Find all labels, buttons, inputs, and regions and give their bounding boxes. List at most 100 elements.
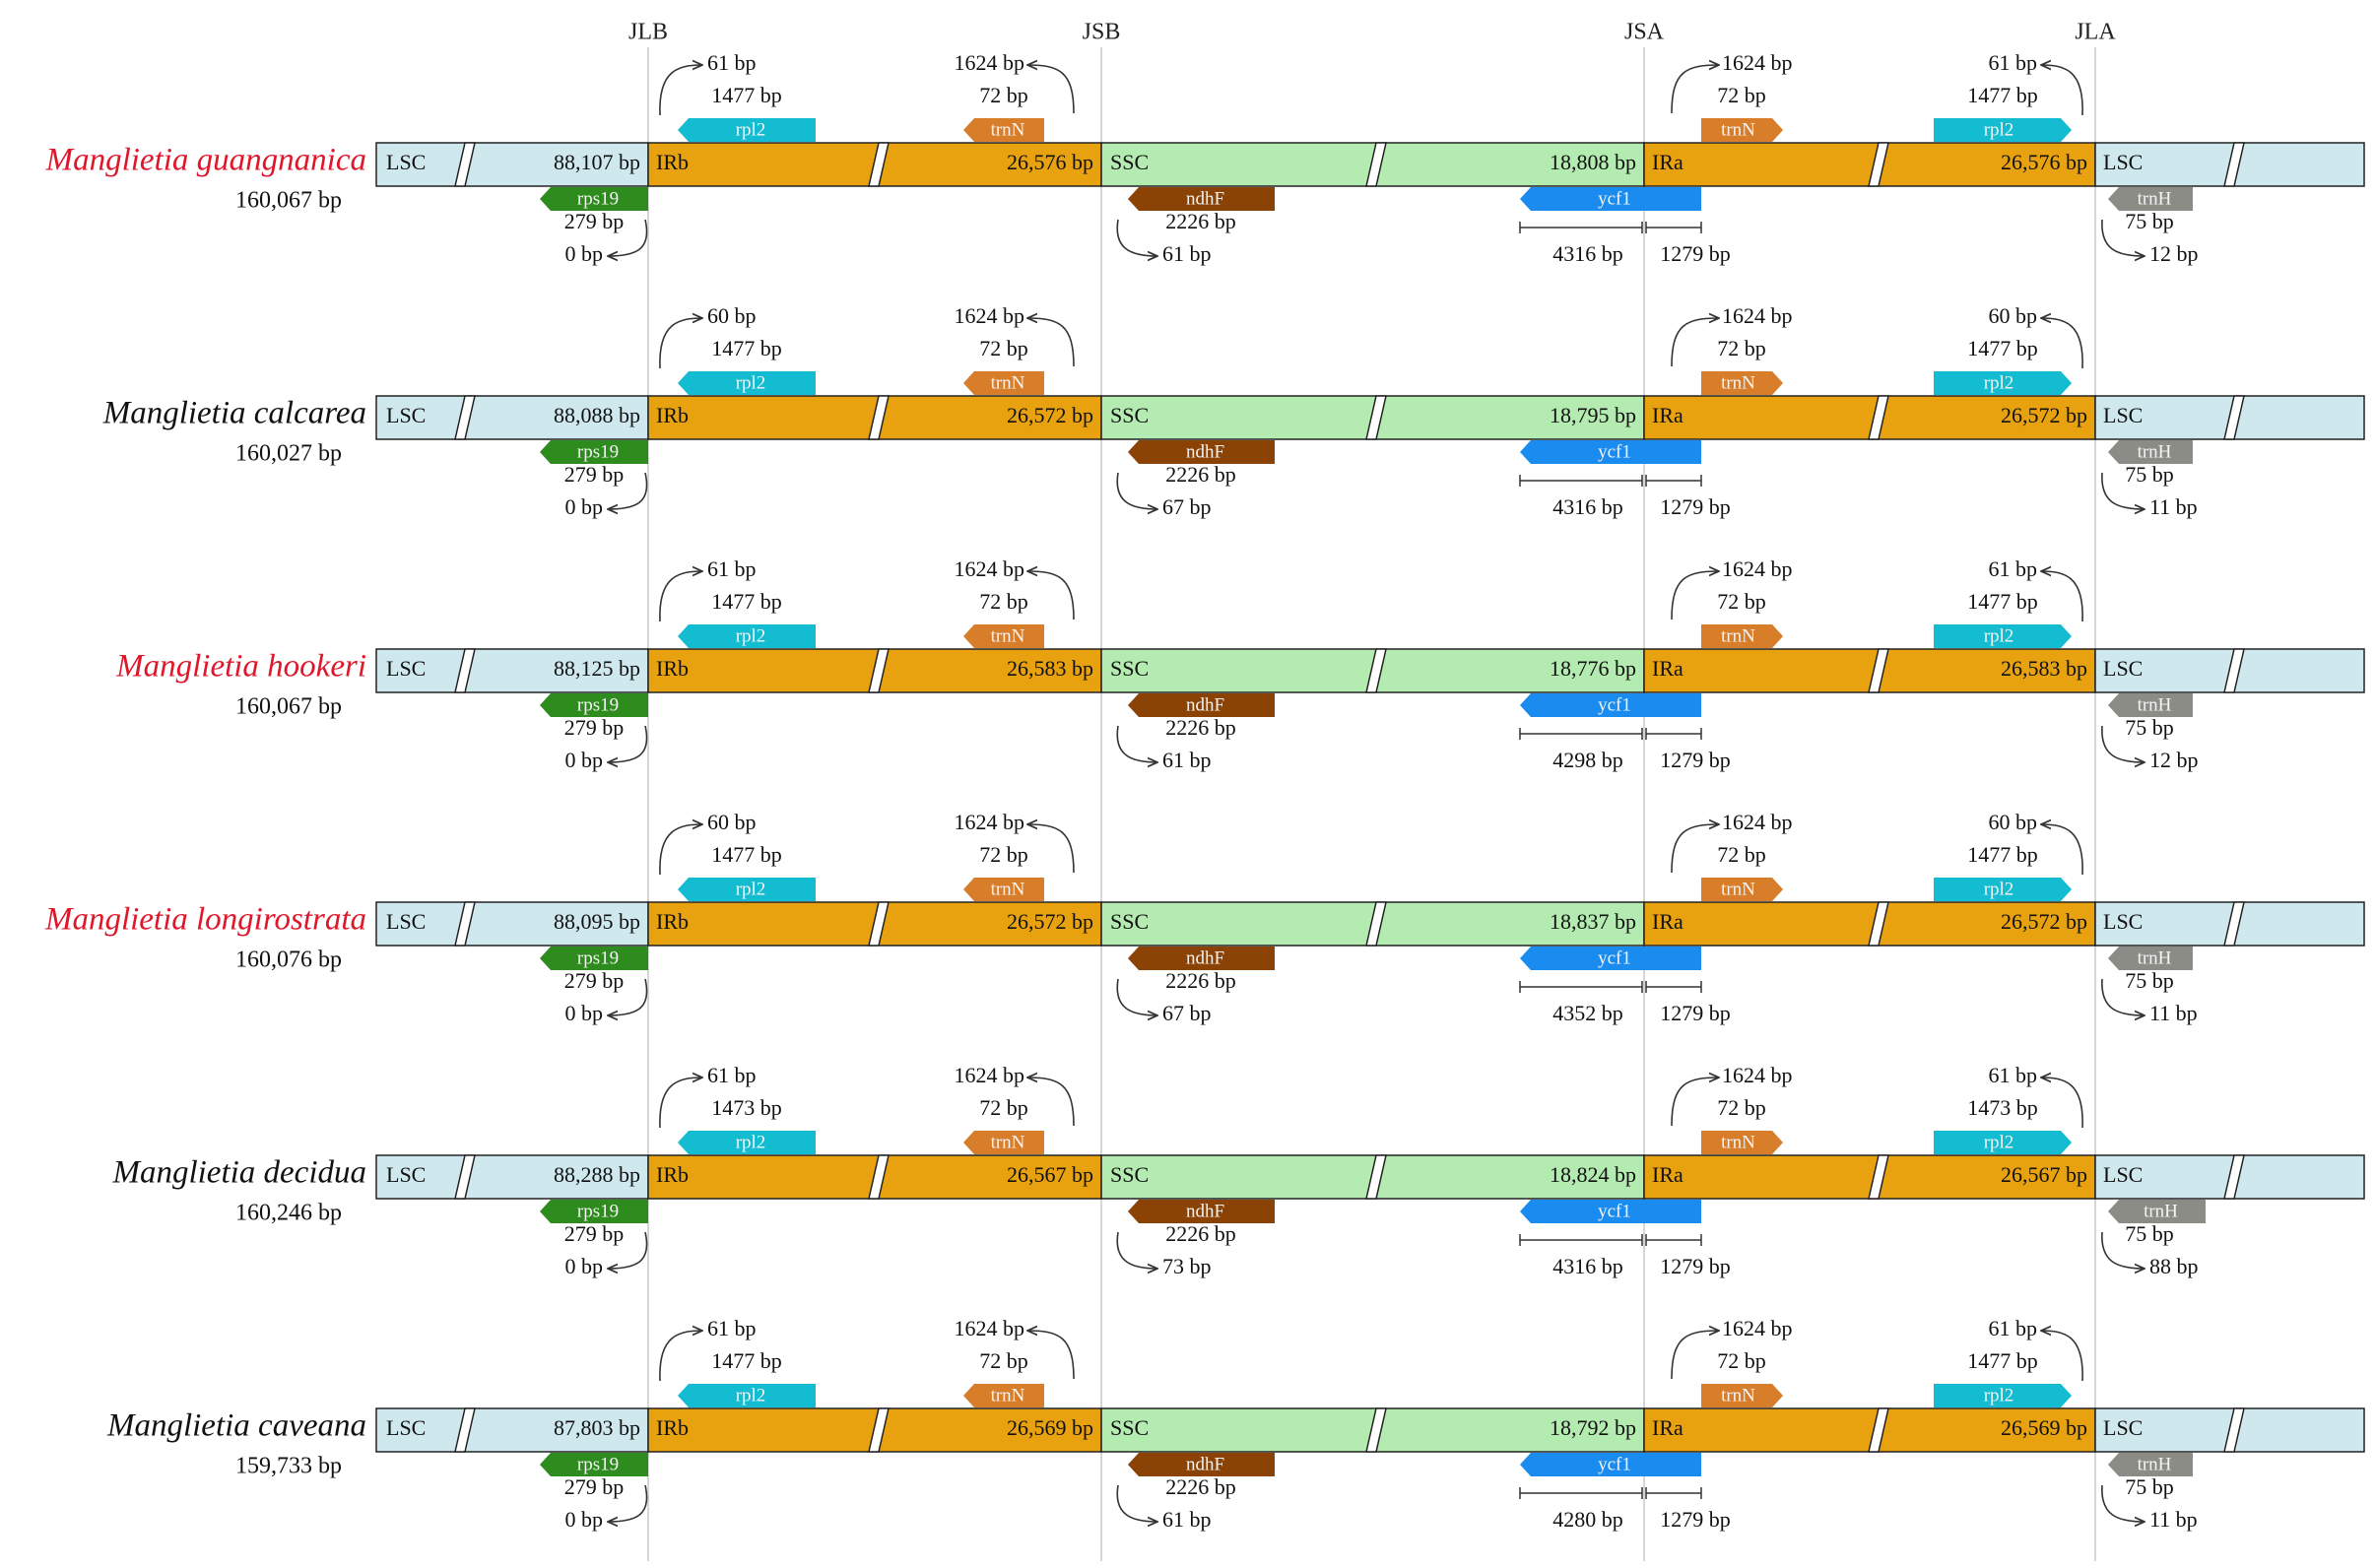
rpl2-ira-gap: 61 bp bbox=[1989, 50, 2038, 75]
rpl2-jla-arrow bbox=[2041, 65, 2083, 116]
trnH-gene-label: trnH bbox=[2138, 441, 2172, 462]
trnN-jsb-arrow bbox=[1027, 571, 1075, 621]
break-mark bbox=[868, 901, 890, 947]
rpl2-gene-ira-label: rpl2 bbox=[1984, 1132, 2014, 1152]
ndhF-gene-label: ndhF bbox=[1186, 1201, 1224, 1221]
trnN-irb-length: 72 bp bbox=[979, 1095, 1028, 1120]
lsc-end-label: LSC bbox=[2103, 150, 2143, 174]
ira-length: 26,567 bp bbox=[2001, 1162, 2087, 1187]
genome-size: 160,076 bp bbox=[235, 947, 342, 973]
trnH-gene bbox=[2108, 947, 2193, 970]
trnN-jsb-distance: 1624 bp bbox=[955, 303, 1025, 328]
junction-label-jla: JLA bbox=[2075, 20, 2116, 45]
ira-label: IRa bbox=[1652, 1162, 1683, 1187]
rpl2-gene-ira bbox=[1934, 371, 2072, 395]
ssc-label: SSC bbox=[1110, 656, 1149, 681]
trnN-jsa-distance: 1624 bp bbox=[1722, 556, 1793, 581]
ssc-length: 18,837 bp bbox=[1550, 909, 1636, 934]
species-name: Manglietia hookeri bbox=[115, 649, 366, 685]
trnH-length: 75 bp bbox=[2125, 1474, 2174, 1499]
rpl2-irb-gap-arrow bbox=[659, 824, 702, 876]
genome-size: 160,246 bp bbox=[235, 1201, 342, 1226]
lsc-label: LSC bbox=[386, 1415, 426, 1440]
ndhF-gap-arrow bbox=[1116, 725, 1157, 762]
trnH-gap-arrow bbox=[2101, 472, 2145, 509]
irb-label: IRb bbox=[656, 909, 689, 934]
trnH-gap: 11 bp bbox=[2149, 1507, 2198, 1532]
ira-length: 26,583 bp bbox=[2001, 656, 2087, 681]
irb-label: IRb bbox=[656, 1162, 689, 1187]
rpl2-ira-gap: 61 bp bbox=[1989, 556, 2038, 581]
rps19-gap-arrow bbox=[608, 1484, 648, 1522]
rpl2-gene-ira bbox=[1934, 1131, 2072, 1154]
ira-label: IRa bbox=[1652, 403, 1683, 427]
trnN-gene-irb bbox=[963, 624, 1044, 648]
rpl2-irb-length: 1477 bp bbox=[711, 1348, 782, 1373]
ycf1-ssc-length: 4316 bp bbox=[1552, 494, 1623, 519]
species-name: Manglietia calcarea bbox=[102, 396, 366, 431]
break-mark bbox=[2223, 648, 2245, 693]
trnN-gene-ira bbox=[1701, 371, 1783, 395]
ira-length: 26,576 bp bbox=[2001, 150, 2087, 174]
lsc-length: 88,288 bp bbox=[554, 1162, 640, 1187]
trnH-length: 75 bp bbox=[2125, 462, 2174, 487]
trnN-jsa-arrow bbox=[1671, 318, 1719, 367]
trnN-gene-irb bbox=[963, 878, 1044, 901]
rpl2-ira-length: 1477 bp bbox=[1967, 336, 2038, 360]
genome-size: 160,067 bp bbox=[235, 694, 342, 720]
trnN-irb-length: 72 bp bbox=[979, 336, 1028, 360]
trnN-ira-length: 72 bp bbox=[1717, 589, 1766, 614]
trnH-gene bbox=[2108, 1453, 2193, 1476]
break-mark bbox=[2223, 395, 2245, 440]
trnN-gene-irb bbox=[963, 1384, 1044, 1407]
rpl2-gene-ira-label: rpl2 bbox=[1984, 372, 2014, 393]
trnN-jsb-distance: 1624 bp bbox=[955, 556, 1025, 581]
rps19-gap: 0 bp bbox=[565, 241, 604, 266]
species-row: Manglietia caveana 159,733 bp LSC 87,803 bp… bbox=[106, 1316, 2365, 1532]
break-mark bbox=[1868, 395, 1889, 440]
break-mark bbox=[454, 901, 476, 947]
rpl2-gene-irb-label: rpl2 bbox=[736, 1385, 766, 1405]
trnN-jsb-arrow bbox=[1027, 1078, 1075, 1127]
genome-size: 160,067 bp bbox=[235, 188, 342, 214]
trnN-gene-irb bbox=[963, 371, 1044, 395]
ndhF-gene-label: ndhF bbox=[1186, 441, 1224, 462]
trnH-gene-label: trnH bbox=[2138, 694, 2172, 715]
trnN-gene-ira-label: trnN bbox=[1721, 879, 1755, 899]
trnN-irb-length: 72 bp bbox=[979, 83, 1028, 107]
break-mark bbox=[454, 1407, 476, 1453]
ndhF-gap-arrow bbox=[1116, 978, 1157, 1015]
rpl2-gene-ira bbox=[1934, 878, 2072, 901]
rps19-gene bbox=[540, 187, 648, 211]
trnN-ira-length: 72 bp bbox=[1717, 83, 1766, 107]
rps19-gap-arrow bbox=[608, 219, 648, 256]
trnN-jsa-arrow bbox=[1671, 571, 1719, 621]
rpl2-gene-irb bbox=[678, 1131, 816, 1154]
trnH-gap: 12 bp bbox=[2149, 241, 2199, 266]
break-mark bbox=[1365, 142, 1387, 187]
trnN-jsa-distance: 1624 bp bbox=[1722, 50, 1793, 75]
rpl2-irb-gap-arrow bbox=[659, 1331, 702, 1382]
ycf1-gene bbox=[1520, 693, 1701, 717]
ndhF-gene bbox=[1128, 187, 1275, 211]
trnN-jsb-arrow bbox=[1027, 65, 1075, 114]
trnH-gene bbox=[2108, 440, 2193, 464]
rpl2-irb-gap: 61 bp bbox=[707, 50, 757, 75]
trnN-jsb-distance: 1624 bp bbox=[955, 810, 1025, 834]
ssc-label: SSC bbox=[1110, 150, 1149, 174]
trnN-gene-ira-label: trnN bbox=[1721, 372, 1755, 393]
trnN-gene-irb-label: trnN bbox=[991, 1132, 1025, 1152]
ira-length: 26,569 bp bbox=[2001, 1415, 2087, 1440]
junction-lines: JLB JSB JSA JLA bbox=[628, 20, 2116, 1561]
break-mark bbox=[1868, 142, 1889, 187]
trnN-gene-irb bbox=[963, 1131, 1044, 1154]
trnN-gene-irb bbox=[963, 118, 1044, 142]
break-mark bbox=[868, 395, 890, 440]
rpl2-gene-irb-label: rpl2 bbox=[736, 372, 766, 393]
rpl2-gene-irb-label: rpl2 bbox=[736, 1132, 766, 1152]
trnN-jsa-distance: 1624 bp bbox=[1722, 1316, 1793, 1340]
rps19-gene bbox=[540, 1453, 648, 1476]
trnH-gene-label: trnH bbox=[2138, 947, 2172, 968]
trnH-gene-label: trnH bbox=[2138, 188, 2172, 209]
trnN-ira-length: 72 bp bbox=[1717, 1348, 1766, 1373]
